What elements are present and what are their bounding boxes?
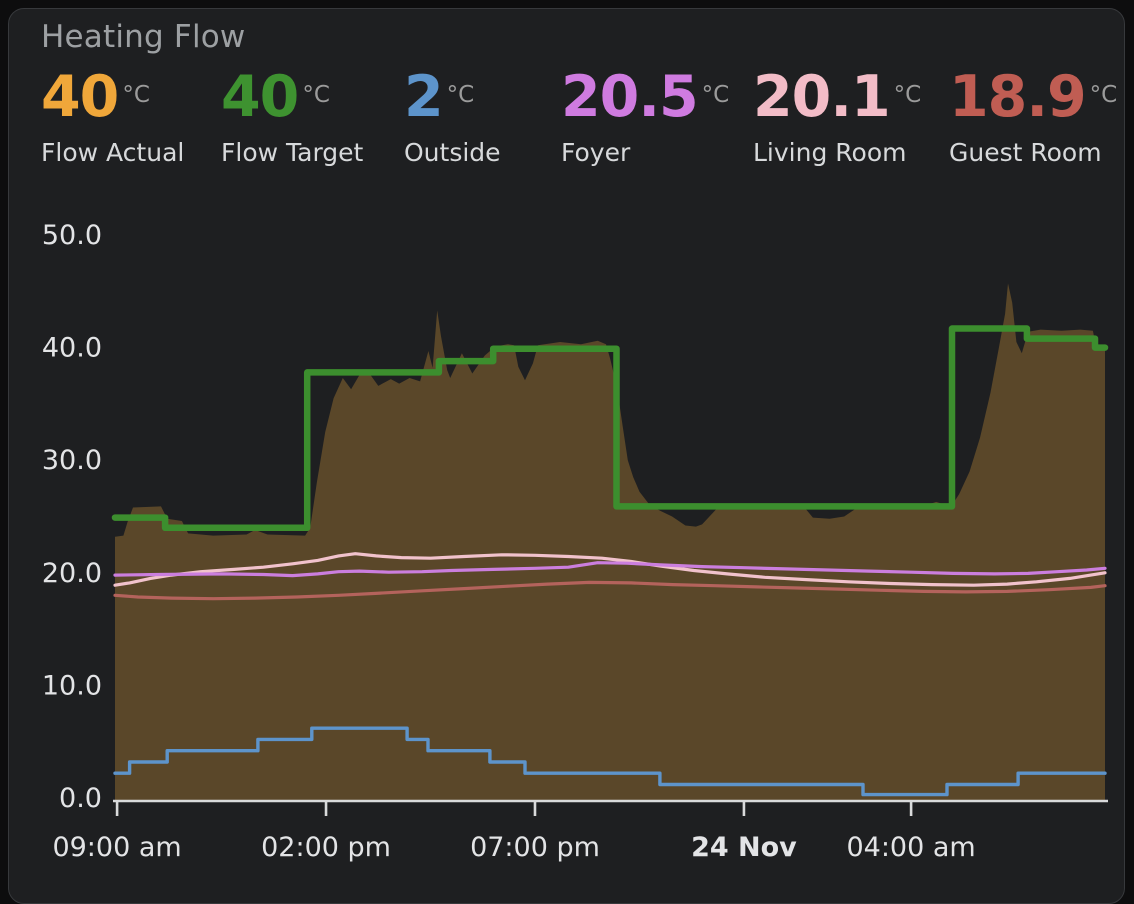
legend-unit: °C — [302, 82, 330, 108]
legend-value: 20.5 — [561, 64, 699, 130]
legend-unit: °C — [446, 82, 475, 108]
series-flow-target — [111, 325, 1109, 532]
legend-value-row: 18.9 °C — [949, 69, 1117, 126]
legend-unit: °C — [893, 82, 922, 108]
chart-canvas[interactable]: 09:00 am 02:00 pm 07:00 pm 24 Nov 04:00 am 50… — [0, 0, 1134, 880]
legend-label: Living Room — [753, 138, 907, 167]
legend-value-row: 40 °C — [41, 69, 184, 126]
series-guest-room — [113, 580, 1107, 601]
legend: 40 °C Flow Actual 40 °C Flow Target 2 °C… — [9, 9, 1124, 179]
svg-text:10.0: 10.0 — [42, 670, 102, 701]
series-flow-actual — [115, 283, 1105, 801]
series-foyer — [113, 561, 1107, 578]
legend-value: 18.9 — [949, 64, 1087, 130]
svg-text:07:00 pm: 07:00 pm — [470, 832, 600, 863]
legend-label: Flow Actual — [41, 138, 185, 167]
legend-item[interactable]: 40 °C Flow Target — [221, 69, 364, 168]
svg-text:50.0: 50.0 — [42, 220, 102, 251]
legend-label: Flow Target — [221, 138, 364, 167]
legend-item[interactable]: 18.9 °C Guest Room — [949, 69, 1117, 168]
legend-unit: °C — [701, 82, 730, 108]
svg-text:09:00 am: 09:00 am — [52, 832, 181, 863]
legend-label: Foyer — [561, 138, 631, 167]
legend-item[interactable]: 20.1 °C Living Room — [753, 69, 921, 168]
legend-value-row: 40 °C — [221, 69, 363, 126]
svg-text:20.0: 20.0 — [42, 558, 102, 589]
legend-value: 40 — [221, 64, 299, 130]
series-outside — [113, 726, 1107, 797]
legend-item[interactable]: 40 °C Flow Actual — [41, 69, 185, 168]
legend-value: 40 — [41, 64, 119, 130]
card-title: Heating Flow — [41, 19, 246, 55]
series-living-room — [113, 552, 1107, 587]
legend-value-row: 20.1 °C — [753, 69, 921, 126]
svg-text:0.0: 0.0 — [59, 783, 102, 814]
legend-label: Guest Room — [949, 138, 1102, 167]
legend-value-row: 20.5 °C — [561, 69, 729, 126]
svg-text:40.0: 40.0 — [42, 333, 102, 364]
svg-text:24 Nov: 24 Nov — [691, 832, 797, 863]
legend-unit: °C — [1089, 82, 1118, 108]
y-axis: 50.0 40.0 30.0 20.0 10.0 0.0 — [42, 220, 102, 814]
legend-item[interactable]: 20.5 °C Foyer — [561, 69, 729, 168]
legend-value: 20.1 — [753, 64, 891, 130]
legend-value-row: 2 °C — [404, 69, 501, 126]
svg-text:04:00 am: 04:00 am — [846, 832, 975, 863]
x-axis: 09:00 am 02:00 pm 07:00 pm 24 Nov 04:00 am — [52, 799, 1108, 863]
legend-unit: °C — [122, 82, 150, 108]
svg-text:02:00 pm: 02:00 pm — [261, 832, 391, 863]
legend-item[interactable]: 2 °C Outside — [404, 69, 501, 168]
legend-value: 2 — [404, 64, 444, 130]
legend-label: Outside — [404, 138, 501, 167]
svg-text:30.0: 30.0 — [42, 445, 102, 476]
